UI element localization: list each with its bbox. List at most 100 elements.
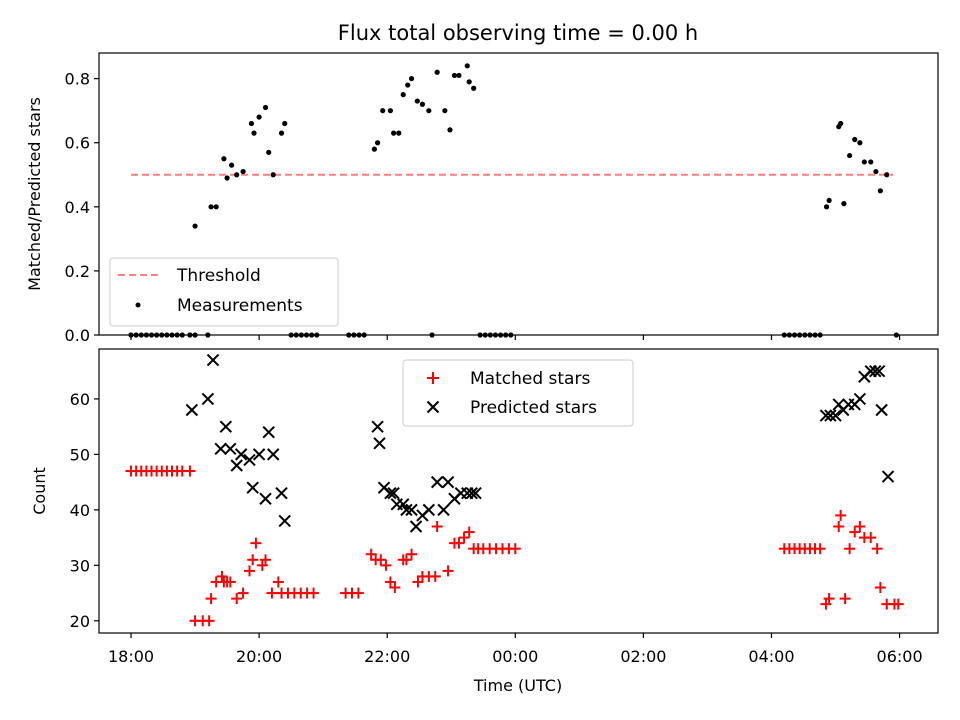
matched-star-point — [203, 615, 215, 627]
measurement-point — [868, 159, 874, 165]
measurement-point — [447, 127, 453, 133]
matched-star-point — [380, 559, 392, 571]
x-axis-label: Time (UTC) — [473, 676, 562, 695]
measurement-point — [192, 223, 198, 229]
matched-star-point — [352, 587, 364, 599]
top-panel: 0.00.20.40.60.8 Matched/Predicted stars … — [25, 52, 939, 345]
measurement-point — [857, 140, 863, 146]
measurement-point — [456, 72, 462, 79]
matched-star-point — [835, 509, 847, 521]
predicted-star-point — [875, 403, 888, 417]
matched-star-point — [224, 576, 236, 588]
top-y-tick-label: 0.6 — [65, 134, 90, 153]
predicted-star-point — [384, 487, 397, 500]
predicted-star-point — [373, 437, 386, 450]
measurement-point — [270, 172, 276, 178]
measurement-point — [466, 79, 472, 85]
legend-matched-label: Matched stars — [470, 369, 590, 389]
top-y-tick-label: 0.2 — [65, 262, 90, 281]
measurement-point — [471, 85, 477, 91]
matched-star-point — [458, 532, 470, 544]
matched-star-point — [272, 576, 284, 588]
measurement-point — [400, 92, 406, 98]
measurement-point — [464, 63, 470, 69]
x-tick-label: 04:00 — [748, 647, 794, 666]
predicted-star-point — [371, 420, 384, 433]
predicted-star-point — [869, 364, 882, 378]
matched-star-point — [839, 593, 851, 605]
predicted-star-point — [819, 409, 833, 422]
predicted-star-point — [397, 498, 410, 511]
bottom-y-axis: 20 30 40 50 60 — [70, 390, 99, 631]
x-tick-label: 06:00 — [877, 647, 923, 666]
measurement-point — [234, 172, 240, 178]
x-tick-label: 00:00 — [492, 647, 538, 666]
matched-star-point — [854, 521, 866, 532]
matched-star-point — [431, 521, 443, 532]
matched-star-point — [308, 587, 320, 599]
bottom-plot-frame — [98, 348, 939, 634]
predicted-star-point — [829, 409, 842, 422]
legend-measurements-swatch — [135, 302, 141, 308]
predicted-star-point — [405, 503, 418, 517]
bottom-y-axis-label: Count — [30, 467, 49, 515]
matched-star-point — [814, 543, 826, 555]
matched-star-point — [256, 559, 268, 571]
predicted-star-point — [224, 442, 237, 456]
measurement-point — [228, 162, 235, 168]
predicted-star-point — [206, 353, 220, 367]
predicted-star-point — [409, 520, 423, 533]
bottom-y-tick-label: 60 — [70, 390, 90, 409]
predicted-star-point — [201, 392, 215, 406]
measurement-point — [852, 136, 858, 143]
predicted-star-point — [881, 470, 895, 483]
measurement-point — [396, 130, 402, 136]
measurement-point — [256, 114, 262, 120]
measurement-point — [282, 120, 288, 127]
legend-threshold-label: Threshold — [176, 266, 261, 286]
matched-star-point — [463, 526, 475, 538]
predicted-star-point — [214, 442, 227, 456]
matched-star-point — [216, 570, 228, 582]
measurement-point — [884, 172, 890, 178]
matched-star-point — [865, 532, 877, 544]
measurement-point — [380, 108, 386, 114]
top-x-ticks — [130, 335, 901, 340]
matched-star-point — [237, 587, 249, 599]
measurement-point — [414, 98, 420, 104]
measurement-point — [391, 130, 397, 136]
predicted-star-point — [400, 503, 413, 517]
matched-star-point — [389, 582, 401, 594]
matched-star-point — [509, 543, 521, 555]
legend-matched-swatch — [427, 372, 439, 384]
bottom-y-tick-label: 30 — [70, 556, 90, 575]
legend-measurements-label: Measurements — [177, 296, 303, 316]
top-plot-frame — [98, 52, 939, 336]
matched-star-point — [874, 582, 886, 594]
predicted-star-point — [259, 492, 272, 505]
measurement-point — [221, 156, 227, 162]
predicted-star-point — [441, 475, 455, 489]
predicted-star-point — [824, 409, 837, 422]
legend-predicted-swatch — [426, 400, 440, 414]
measurement-point — [224, 175, 230, 181]
matched-star-point — [453, 537, 465, 549]
measurement-point — [426, 108, 432, 114]
matched-star-point — [892, 598, 904, 610]
matched-star-point — [849, 526, 861, 538]
measurement-point — [419, 101, 426, 107]
matched-star-point — [375, 554, 387, 566]
predicted-star-point — [465, 487, 478, 500]
predicted-star-point — [219, 420, 233, 433]
predicted-star-point — [387, 487, 400, 500]
legend-predicted-label: Predicted stars — [470, 398, 597, 418]
predicted-star-point — [275, 487, 288, 500]
measurement-point — [873, 168, 879, 175]
measurement-point — [266, 149, 272, 155]
measurement-point — [278, 130, 285, 136]
top-y-axis-label: Matched/Predicted stars — [25, 97, 44, 291]
measurement-point — [213, 204, 219, 210]
measurement-point — [405, 82, 411, 88]
measurement-point — [248, 120, 255, 127]
